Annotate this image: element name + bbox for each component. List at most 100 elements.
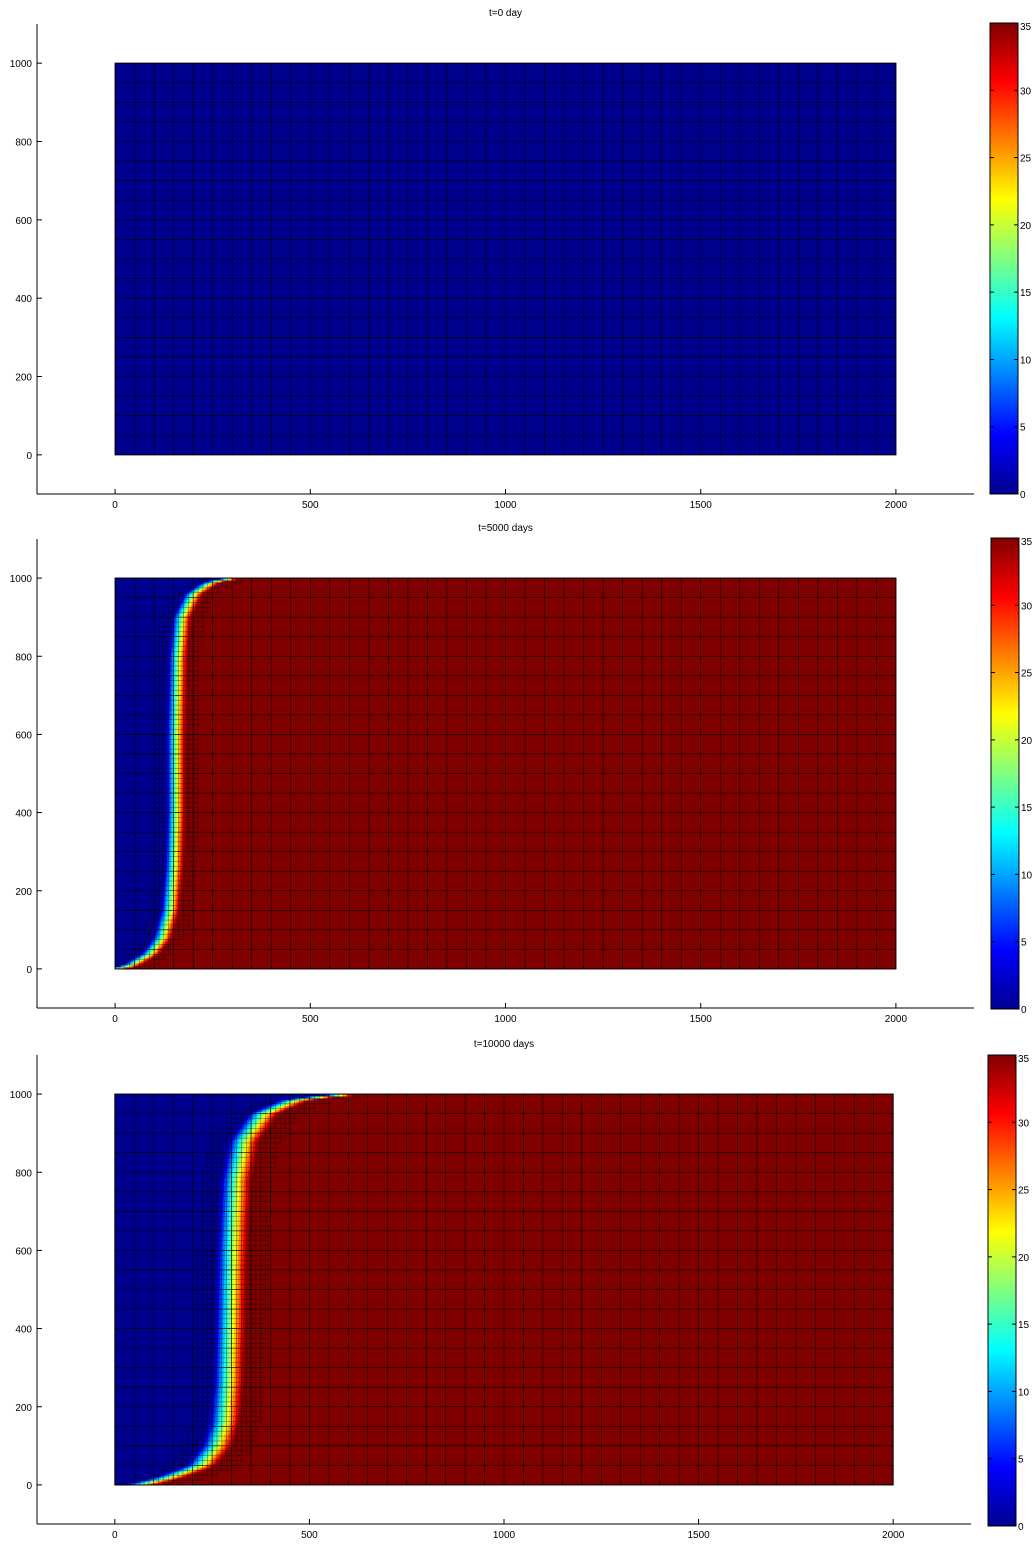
front-band-cell: [177, 646, 179, 649]
front-band-cell: [176, 787, 179, 790]
front-band-cell: [175, 671, 178, 675]
front-band-cell: [176, 804, 179, 808]
front-band-cell: [172, 701, 174, 704]
low-value-region: [115, 710, 167, 714]
front-band-cell: [178, 800, 181, 804]
front-band-cell: [225, 1402, 229, 1406]
front-band-cell: [173, 884, 176, 888]
low-value-region: [115, 943, 148, 946]
front-band-cell: [227, 1447, 230, 1451]
front-band-cell: [175, 798, 178, 802]
front-band-cell: [199, 1451, 202, 1455]
front-band-cell: [178, 716, 181, 720]
front-band-cell: [237, 1416, 241, 1419]
front-band-cell: [163, 869, 166, 872]
low-value-region: [115, 734, 166, 737]
front-band-cell: [137, 957, 140, 960]
front-band-cell: [219, 1439, 223, 1443]
front-band-cell: [175, 824, 177, 827]
low-value-region: [115, 638, 170, 642]
front-band-cell: [177, 888, 179, 892]
front-band-cell: [188, 617, 191, 620]
front-band-cell: [196, 585, 199, 589]
front-band-cell: [236, 1377, 240, 1380]
front-band-cell: [180, 687, 183, 690]
front-band-cell: [182, 859, 184, 862]
front-band-cell: [188, 1467, 191, 1470]
front-band-cell: [139, 955, 142, 958]
front-band-cell: [170, 824, 173, 827]
front-band-cell: [190, 1459, 194, 1462]
front-band-cell: [169, 1477, 173, 1480]
front-band-cell: [206, 1434, 209, 1437]
front-band-cell: [216, 1402, 220, 1406]
front-band-cell: [178, 675, 181, 679]
front-band-cell: [164, 836, 167, 839]
front-band-cell: [228, 1393, 232, 1396]
front-band-cell: [175, 611, 178, 614]
front-band-cell: [170, 865, 173, 868]
front-band-cell: [168, 667, 171, 671]
front-band-cell: [160, 949, 163, 952]
front-band-cell: [183, 714, 185, 718]
front-band-cell: [172, 826, 174, 829]
front-band-cell: [171, 681, 174, 685]
low-value-region: [115, 822, 166, 825]
front-band-cell: [170, 775, 172, 778]
front-band-cell: [172, 834, 174, 837]
front-band-cell: [177, 628, 180, 632]
front-band-cell: [174, 710, 177, 714]
front-band-cell: [224, 1391, 228, 1394]
front-band-cell: [160, 912, 163, 915]
front-band-cell: [198, 1469, 202, 1472]
front-band-cell: [227, 1389, 230, 1392]
front-band-cell: [179, 769, 182, 772]
front-band-cell: [166, 929, 169, 933]
front-band-cell: [171, 793, 174, 796]
front-band-cell: [137, 959, 140, 962]
front-band-cell: [146, 949, 149, 952]
front-band-cell: [166, 923, 169, 927]
front-band-cell: [219, 1420, 222, 1423]
front-band-cell: [161, 910, 163, 913]
front-band-cell: [185, 681, 187, 685]
front-band-cell: [229, 1408, 233, 1412]
front-band-cell: [151, 947, 153, 950]
front-band-cell: [174, 845, 177, 849]
front-band-cell: [238, 1410, 241, 1414]
front-band-cell: [181, 599, 184, 602]
front-band-cell: [175, 613, 178, 616]
front-band-cell: [184, 613, 187, 616]
front-band-cell: [168, 908, 171, 911]
front-band-cell: [183, 636, 186, 640]
front-band-cell: [129, 959, 131, 962]
front-band-cell: [226, 1418, 229, 1421]
front-band-cell: [183, 1475, 186, 1478]
front-band-cell: [175, 632, 178, 636]
low-value-region: [115, 703, 167, 706]
front-band-cell: [168, 728, 171, 731]
front-band-cell: [165, 746, 168, 749]
low-value-region: [114, 1469, 172, 1472]
front-band-cell: [155, 943, 158, 946]
front-band-cell: [181, 648, 183, 651]
front-band-cell: [174, 750, 176, 753]
front-band-cell: [168, 681, 171, 685]
front-band-cell: [178, 1475, 182, 1478]
front-band-cell: [181, 746, 183, 749]
front-band-cell: [165, 808, 168, 812]
front-band-cell: [184, 714, 187, 718]
front-band-cell: [175, 736, 178, 739]
front-band-cell: [165, 796, 168, 800]
front-band-cell: [165, 742, 168, 745]
front-band-cell: [179, 652, 181, 655]
front-band-cell: [184, 726, 186, 729]
front-band-cell: [224, 1438, 228, 1441]
low-value-region: [114, 1439, 203, 1443]
front-band-cell: [178, 816, 180, 819]
front-band-cell: [215, 1418, 218, 1421]
front-band-cell: [197, 1457, 200, 1460]
front-band-cell: [178, 804, 181, 808]
front-band-cell: [160, 925, 163, 929]
low-value-region: [115, 753, 166, 757]
